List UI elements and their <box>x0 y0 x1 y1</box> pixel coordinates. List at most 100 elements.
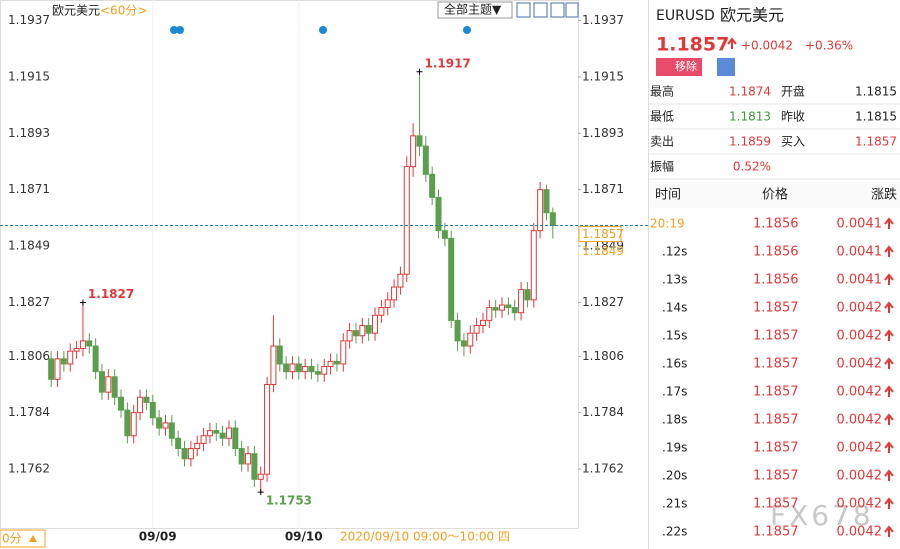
y-tick-label: 1.1827 <box>582 295 624 309</box>
tick-price: 1.1857 <box>753 301 799 316</box>
tick-price: 1.1857 <box>753 497 799 512</box>
candle-body <box>67 350 74 365</box>
candle-body <box>479 319 486 327</box>
tool-icon[interactable] <box>516 2 531 18</box>
candle-body <box>346 330 353 342</box>
tick-change: 0.0042 <box>837 413 883 428</box>
candle-body <box>213 430 220 434</box>
candle-body <box>48 358 55 380</box>
stat-value: 1.1815 <box>855 85 897 99</box>
candle-body <box>543 189 550 214</box>
tool-icon[interactable] <box>533 2 548 18</box>
candle-body <box>302 366 309 373</box>
period[interactable]: <60分> <box>100 4 147 18</box>
candle-body <box>219 432 226 439</box>
tick-change: 0.0042 <box>837 385 883 400</box>
candle-body <box>156 417 163 429</box>
tick-price: 1.1856 <box>753 245 799 260</box>
tick-time: .18s <box>662 413 687 427</box>
tick-time: .15s <box>662 329 687 343</box>
up-arrow <box>884 413 894 425</box>
tool-icon[interactable] <box>565 2 579 18</box>
stat-label: 买入 <box>781 135 805 149</box>
candle-body <box>206 430 213 437</box>
candle-body <box>175 437 182 450</box>
up-arrow <box>884 245 894 257</box>
stat-label: 最高 <box>650 84 674 99</box>
bottom-left[interactable]: 0分 <box>2 532 22 546</box>
ticks-header: 涨跌 <box>871 187 897 203</box>
symbol: EURUSD <box>656 8 715 24</box>
tick-change: 0.0041 <box>837 245 883 260</box>
candle-body <box>73 348 80 352</box>
tick-change: 0.0041 <box>837 217 883 232</box>
theme-button-frame[interactable] <box>437 1 513 19</box>
tick-change: 0.0042 <box>837 497 883 512</box>
theme-button[interactable]: 全部主题▼ <box>444 2 502 17</box>
stat-label: 昨收 <box>781 110 805 124</box>
price: 1.1857 <box>656 34 729 56</box>
event-dot[interactable] <box>170 26 178 34</box>
extreme-marker <box>416 68 423 75</box>
x-tick-label: 09/10 <box>285 530 323 544</box>
candle-body <box>118 396 125 411</box>
y-tick-label: 1.1893 <box>8 126 50 140</box>
up-arrow <box>727 37 737 49</box>
up-arrow <box>884 217 894 229</box>
tool-icon[interactable] <box>550 2 565 18</box>
candle-body <box>98 371 105 393</box>
tick-time: .20s <box>662 469 687 483</box>
candle-body <box>238 448 245 465</box>
candle-body <box>467 332 474 347</box>
candle-body <box>105 376 112 393</box>
event-dot[interactable] <box>319 26 327 34</box>
alert-button[interactable] <box>717 58 735 76</box>
candle-body <box>295 363 302 373</box>
x-tick-label: 09/09 <box>139 530 177 544</box>
candle-body <box>486 307 493 321</box>
candle-body <box>422 145 429 175</box>
up-arrow <box>884 525 894 537</box>
tick-time: .19s <box>662 441 687 455</box>
tick-price: 1.1857 <box>753 441 799 456</box>
remove-button[interactable] <box>656 58 702 76</box>
candle-body <box>410 135 417 168</box>
candle-body <box>111 376 118 398</box>
candle-body <box>537 189 544 232</box>
stat-value: 1.1874 <box>729 85 771 99</box>
last-price-box <box>578 226 622 243</box>
y-tick-label: 1.1915 <box>582 69 624 83</box>
candle-body <box>308 366 315 373</box>
event-dot[interactable] <box>463 26 471 34</box>
candle-body <box>321 366 328 375</box>
candle-body <box>511 307 518 314</box>
y-tick-label: 1.1915 <box>8 69 50 83</box>
candle-body <box>130 412 137 437</box>
y-tick-label: 1.1937 <box>582 13 624 27</box>
remove-label[interactable]: 移除 <box>675 59 697 73</box>
tick-time: .12s <box>662 245 687 259</box>
candle-body <box>416 135 423 147</box>
up-arrow <box>884 273 894 285</box>
candle-body <box>276 345 283 365</box>
tick-price: 1.1857 <box>753 385 799 400</box>
tick-time: .16s <box>662 357 687 371</box>
candle-body <box>283 363 290 373</box>
name: 欧元美元 <box>720 6 784 25</box>
candle-body <box>435 196 442 232</box>
candle-body <box>454 319 461 342</box>
candle-body <box>143 396 150 403</box>
candle-body <box>352 330 359 337</box>
candle-body <box>187 448 194 460</box>
tick-time: 20:19 <box>650 217 685 231</box>
bottom-left-box[interactable] <box>0 529 46 548</box>
stat-label: 振幅 <box>650 159 674 174</box>
candle-body <box>86 340 93 347</box>
stat-label: 最低 <box>650 110 674 124</box>
candle-body <box>162 422 169 429</box>
change-pct: +0.36% <box>805 39 853 53</box>
event-dot[interactable] <box>176 26 184 34</box>
candle-body <box>225 427 232 439</box>
y-tick-label: 1.1827 <box>8 295 50 309</box>
tick-time: .22s <box>662 525 687 539</box>
